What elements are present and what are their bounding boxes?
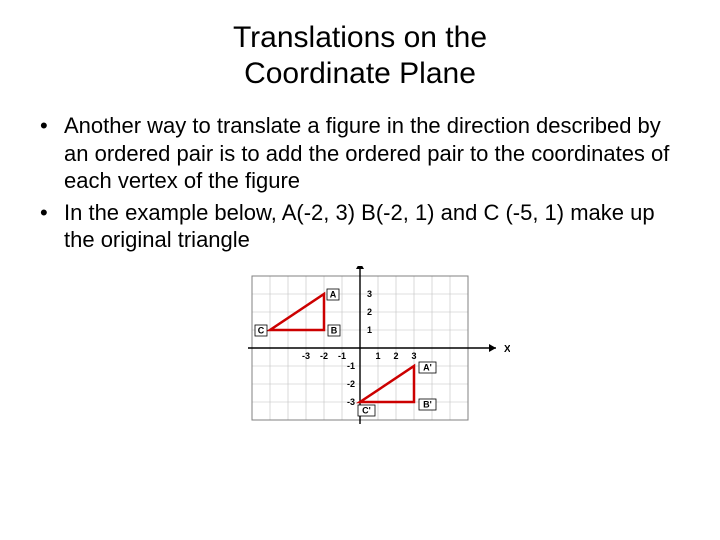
bullet-list: Another way to translate a figure in the…: [36, 112, 684, 254]
title-line-2: Coordinate Plane: [244, 57, 476, 90]
coordinate-figure: XY-3-2-1123-3-2-1123ABCA'B'C': [36, 266, 684, 441]
svg-text:-1: -1: [338, 351, 346, 361]
svg-text:1: 1: [367, 325, 372, 335]
svg-text:3: 3: [411, 351, 416, 361]
svg-text:-2: -2: [320, 351, 328, 361]
svg-text:X: X: [504, 344, 510, 355]
coordinate-plane-svg: XY-3-2-1123-3-2-1123ABCA'B'C': [210, 266, 510, 436]
svg-text:A': A': [423, 362, 432, 372]
svg-text:C: C: [258, 325, 265, 335]
svg-text:-1: -1: [347, 361, 355, 371]
svg-text:A: A: [330, 289, 337, 299]
svg-text:C': C': [362, 405, 371, 415]
slide: Translations on the Coordinate Plane Ano…: [0, 0, 720, 540]
svg-text:-3: -3: [347, 397, 355, 407]
svg-text:3: 3: [367, 289, 372, 299]
svg-text:2: 2: [393, 351, 398, 361]
svg-text:B': B': [423, 399, 432, 409]
svg-text:1: 1: [375, 351, 380, 361]
bullet-item: Another way to translate a figure in the…: [36, 112, 684, 195]
svg-text:2: 2: [367, 307, 372, 317]
title-line-1: Translations on the: [233, 21, 487, 54]
svg-text:-2: -2: [347, 379, 355, 389]
slide-content: Another way to translate a figure in the…: [0, 92, 720, 441]
slide-title: Translations on the Coordinate Plane: [0, 0, 720, 92]
svg-text:-3: -3: [302, 351, 310, 361]
bullet-item: In the example below, A(-2, 3) B(-2, 1) …: [36, 199, 684, 254]
svg-text:B: B: [331, 325, 338, 335]
